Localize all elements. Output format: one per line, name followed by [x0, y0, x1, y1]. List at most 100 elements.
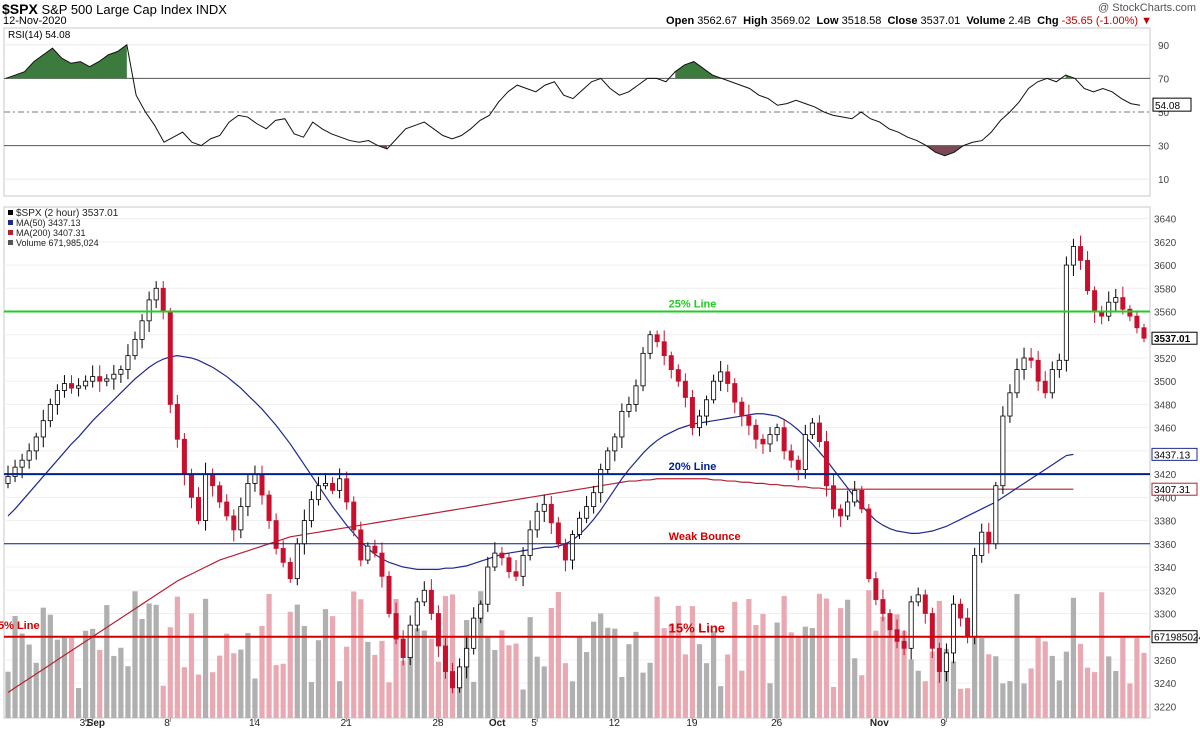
volume-bar	[1113, 671, 1119, 718]
volume-bar	[576, 636, 583, 718]
ma50-value-box	[1151, 447, 1198, 461]
candle-body	[26, 450, 32, 461]
volume-bar	[591, 621, 597, 718]
volume-bar	[266, 593, 272, 718]
x-axis-label: 9	[940, 718, 946, 729]
x-axis-label: 14	[249, 718, 261, 729]
rsi-line	[5, 43, 1141, 157]
candle-body	[266, 494, 272, 521]
x-axis-label: 12	[609, 718, 621, 729]
candle-body	[358, 529, 364, 561]
volume-bar	[619, 677, 625, 718]
volume-bar	[90, 628, 96, 718]
volume-bar	[753, 625, 759, 718]
volume-bar	[294, 604, 300, 718]
volume-value: 2.4B	[1008, 15, 1032, 27]
volume-bar	[710, 631, 717, 718]
candle-body	[774, 427, 780, 436]
volume-bar	[598, 613, 604, 718]
volume-bar	[837, 608, 844, 718]
legend-swatch	[8, 210, 13, 215]
support-line-label: 25% Line	[669, 299, 717, 311]
candle-body	[1092, 290, 1098, 312]
candle-body	[873, 578, 879, 600]
candle-body	[386, 575, 392, 614]
volume-bar	[449, 594, 456, 718]
volume-bar	[703, 663, 710, 718]
volume-bar	[901, 630, 907, 718]
volume-bar	[823, 598, 830, 718]
candle-body	[1085, 260, 1091, 292]
candle-body	[471, 617, 477, 649]
volume-bar	[1049, 655, 1055, 718]
candle-body	[372, 545, 378, 554]
price-tick-label: 3420	[1154, 470, 1177, 481]
candle-body	[816, 422, 822, 442]
volume-bar	[195, 674, 202, 718]
volume-bar	[986, 654, 992, 718]
volume-bar	[612, 628, 618, 718]
chart-date: 12-Nov-2020	[3, 15, 67, 27]
volume-bar	[513, 643, 519, 718]
price-tick-label: 3360	[1154, 540, 1177, 551]
candle-body	[287, 561, 293, 580]
volume-bar	[682, 654, 688, 718]
candle-body	[548, 503, 554, 524]
volume-bar	[605, 627, 611, 718]
volume-bar	[174, 596, 180, 718]
x-axis-label: 31	[80, 718, 92, 729]
candle-body	[203, 473, 209, 521]
volume-bar	[1035, 636, 1041, 718]
ma200-value-label: 3407.31	[1154, 485, 1191, 496]
candle-body	[831, 485, 837, 510]
candle-body	[188, 473, 194, 498]
candle-body	[428, 589, 434, 614]
candle-body	[68, 383, 75, 389]
volume-bar	[894, 614, 900, 718]
index-name: S&P 500 Large Cap Index	[41, 2, 193, 17]
candle-body	[753, 424, 759, 440]
volume-bar	[689, 606, 696, 718]
candle-body	[393, 613, 399, 640]
volume-bar	[83, 630, 89, 718]
candle-body	[457, 666, 463, 689]
volume-bar	[760, 614, 766, 718]
volume-bar	[908, 659, 914, 718]
candle-body	[1063, 264, 1069, 361]
candle-body	[160, 287, 166, 312]
candle-body	[901, 640, 907, 649]
volume-bar	[456, 676, 463, 718]
candle-body	[993, 485, 999, 545]
volume-bar	[795, 635, 801, 718]
volume-bar	[160, 685, 166, 718]
candle-body	[739, 401, 745, 417]
volume-bar	[337, 681, 343, 718]
down-arrow-icon: ▼	[1141, 15, 1152, 27]
volume-bar	[301, 626, 307, 718]
candle-body	[1049, 369, 1055, 394]
volume-bar	[957, 688, 964, 718]
candle-body	[294, 543, 300, 580]
volume-bar	[732, 601, 738, 718]
volume-bar	[1070, 597, 1077, 718]
candle-body	[986, 531, 992, 545]
candle-body	[880, 599, 886, 614]
chg-value: -35.65 (-1.00%)	[1061, 15, 1139, 27]
price-tick-label: 3520	[1154, 354, 1177, 365]
candle-body	[682, 380, 688, 398]
volume-bar	[950, 661, 957, 718]
rsi-tick-label: 10	[1158, 175, 1170, 186]
close-label: Close	[887, 15, 918, 27]
volume-bar	[809, 627, 815, 718]
volume-bar	[979, 638, 985, 718]
volume-bar	[75, 688, 82, 718]
volume-bar	[802, 626, 808, 718]
candle-body	[598, 469, 604, 494]
volume-bar	[407, 655, 413, 718]
x-axis-label: 28	[432, 718, 444, 729]
volume-bar	[12, 615, 18, 718]
candle-body	[795, 459, 801, 470]
candle-body	[605, 450, 611, 470]
volume-bar	[887, 629, 893, 718]
candle-body	[238, 506, 244, 531]
